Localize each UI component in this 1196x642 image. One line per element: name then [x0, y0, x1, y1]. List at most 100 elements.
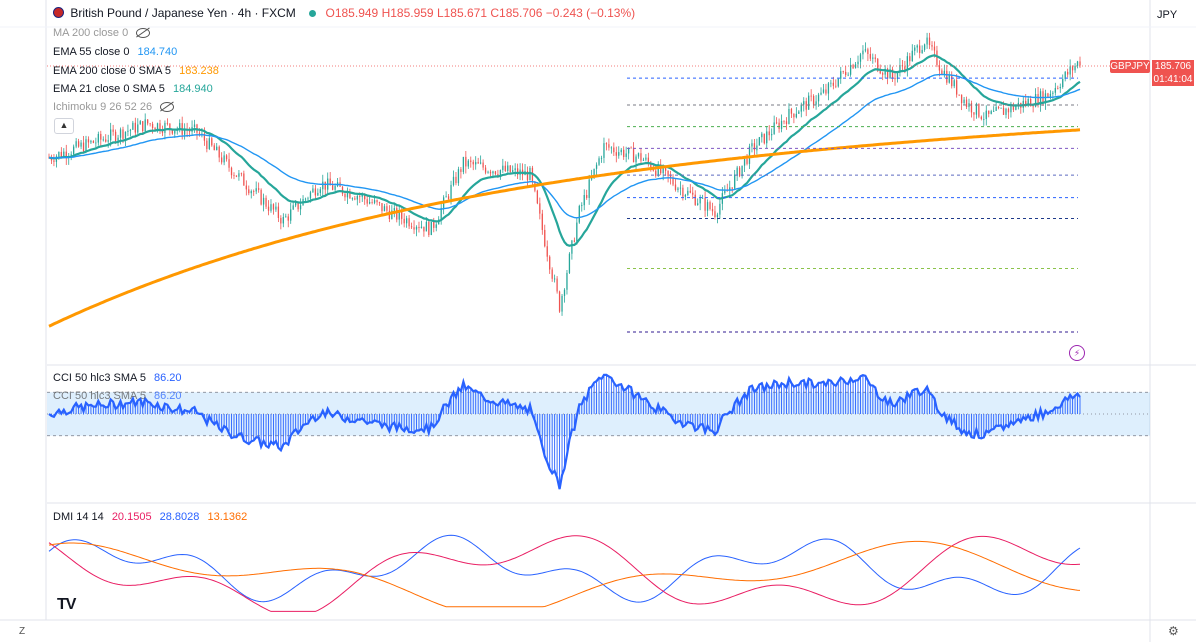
settings-icon[interactable]: ⚙ [1168, 624, 1179, 638]
candle-body [262, 197, 265, 205]
candle-body [63, 151, 65, 158]
candle-body [859, 54, 862, 62]
candle-body [748, 146, 751, 164]
legend-ma200-label: MA 200 close 0 [53, 27, 129, 39]
candle-body [450, 184, 452, 199]
candle-body [472, 161, 474, 165]
candle-body [822, 89, 825, 93]
candle-body [812, 95, 815, 105]
legend-ma200[interactable]: MA 200 close 0 [53, 26, 155, 40]
candle-body [514, 168, 516, 171]
hidden-eye-icon[interactable] [136, 28, 151, 39]
candle-body [946, 70, 948, 83]
candle-body [766, 131, 768, 144]
candle-body [393, 208, 395, 211]
candle-body [805, 101, 807, 110]
candle-body [482, 162, 484, 168]
candle-body [344, 193, 346, 198]
ohlc-change: −0.243 (−0.13%) [545, 6, 636, 20]
candle-body [90, 140, 92, 143]
candle-body [433, 221, 435, 228]
candle-body [965, 99, 968, 107]
ohlc-low: L185.671 [436, 6, 488, 20]
candle-body [832, 82, 834, 86]
candle-body [171, 129, 173, 134]
candle-body [391, 210, 393, 220]
candle-body [827, 83, 830, 94]
candle-body [694, 194, 696, 205]
candle-body [936, 50, 938, 66]
legend-ema200[interactable]: EMA 200 close 0 SMA 5 183.238 [53, 64, 224, 78]
candle-body [82, 142, 85, 152]
candle-body [568, 253, 571, 273]
candle-body [593, 168, 595, 177]
symbol-title[interactable]: British Pound / Japanese Yen · 4h · FXCM [70, 6, 296, 20]
legend-ema55[interactable]: EMA 55 close 0 184.740 [53, 45, 182, 59]
candle-body [820, 92, 822, 95]
candle-body [147, 119, 149, 124]
candle-body [773, 122, 775, 135]
candle-body [1054, 88, 1056, 93]
candle-body [290, 209, 292, 221]
legend-ema21-label: EMA 21 close 0 SMA 5 [53, 83, 165, 95]
candle-body [541, 213, 543, 230]
candle-body [815, 101, 817, 105]
candle-body [526, 171, 529, 181]
collapse-legend-button[interactable]: ▲ [54, 118, 74, 134]
candle-body [297, 202, 299, 210]
legend-cci[interactable]: CCI 50 hlc3 SMA 5 86.20 [53, 371, 187, 385]
candle-body [729, 187, 731, 191]
candle-body [963, 99, 965, 104]
candle-body [990, 111, 992, 114]
zoom-button[interactable]: Z [19, 626, 26, 637]
hidden-eye-icon[interactable] [160, 102, 175, 113]
candle-body [105, 139, 107, 142]
candle-body [85, 139, 87, 152]
candle-body [502, 165, 504, 171]
legend-ichimoku[interactable]: Ichimoku 9 26 52 26 [53, 100, 179, 114]
candle-body [623, 149, 625, 157]
candle-body [857, 61, 859, 65]
candle-body [509, 165, 511, 172]
candle-body [558, 291, 561, 312]
candle-body [800, 104, 802, 112]
candle-body [304, 198, 307, 200]
candle-body [640, 153, 642, 161]
candle-body [975, 103, 978, 115]
candle-body [1047, 93, 1049, 98]
candle-body [911, 50, 913, 62]
candle-body [933, 46, 936, 51]
candle-body [282, 217, 284, 224]
candle-body [107, 140, 109, 142]
candle-body [576, 222, 578, 242]
candle-body [768, 131, 770, 136]
candle-body [250, 191, 252, 194]
candle-body [119, 129, 122, 138]
candle-body [546, 246, 548, 257]
tradingview-logo[interactable]: TV [57, 596, 76, 613]
currency-label[interactable]: JPY [1157, 9, 1178, 21]
candle-body [697, 203, 699, 205]
candle-body [151, 123, 154, 129]
candle-body [169, 123, 171, 130]
candle-body [778, 122, 780, 129]
candle-body [334, 186, 336, 190]
candle-body [620, 149, 622, 153]
candle-body [724, 190, 726, 194]
candle-body [265, 197, 267, 207]
lightning-icon[interactable]: ⚡ [1069, 345, 1085, 361]
candle-body [706, 202, 709, 211]
candle-body [1044, 93, 1047, 104]
candle-body [894, 77, 896, 80]
legend-ema21[interactable]: EMA 21 close 0 SMA 5 184.940 [53, 82, 218, 96]
legend-ema200-value: 183.238 [179, 65, 219, 77]
legend-ema55-label: EMA 55 close 0 [53, 46, 130, 58]
candle-body [625, 153, 627, 157]
legend-dmi[interactable]: DMI 14 14 20.1505 28.8028 13.1362 [53, 510, 252, 524]
symbol-header[interactable]: British Pound / Japanese Yen · 4h · FXCM… [53, 6, 635, 20]
candle-body [225, 155, 228, 160]
candle-body [124, 131, 127, 139]
legend-dmi-label: DMI 14 14 [53, 511, 104, 523]
candle-body [127, 130, 129, 132]
